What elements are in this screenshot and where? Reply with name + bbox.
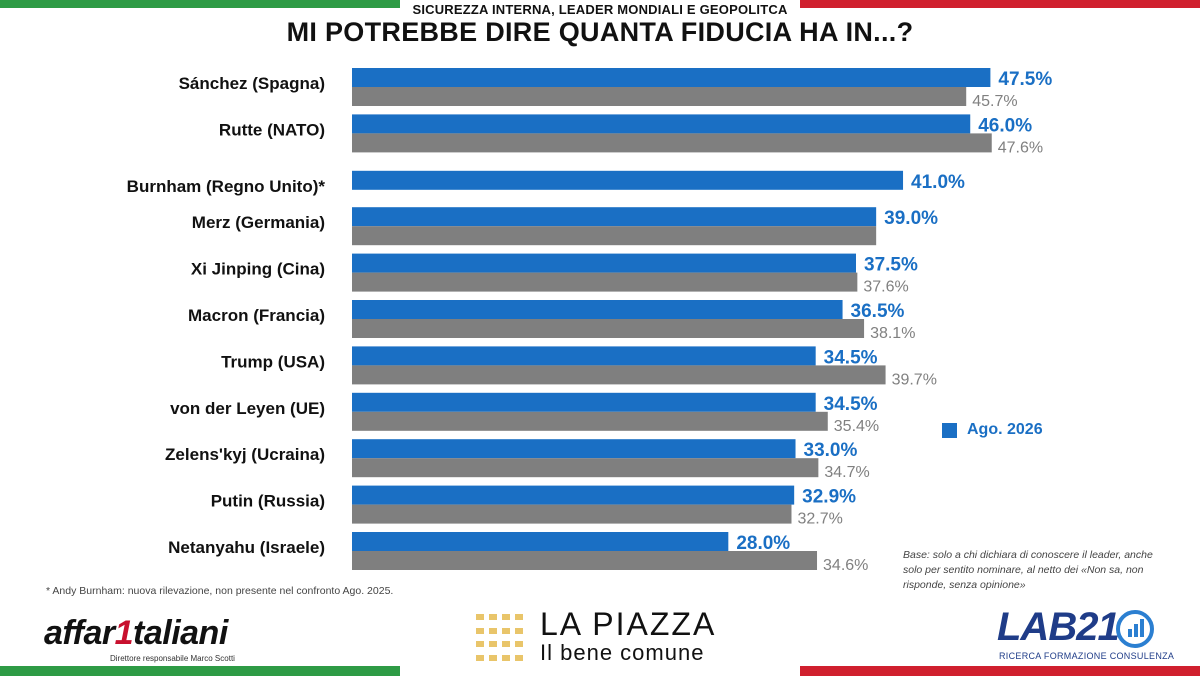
section-subtitle: SICUREZZA INTERNA, LEADER MONDIALI E GEO… bbox=[412, 2, 788, 17]
value-label-previous: 37.6% bbox=[863, 279, 908, 296]
bar-previous bbox=[352, 551, 818, 570]
category-label: Netanyahu (Israele) bbox=[168, 538, 325, 557]
category-label: von der Leyen (UE) bbox=[170, 399, 325, 418]
bar-previous bbox=[352, 133, 992, 153]
category-label: Sánchez (Spagna) bbox=[179, 74, 325, 93]
flag-red bbox=[800, 0, 1200, 8]
bar-current bbox=[352, 68, 991, 87]
bar-current bbox=[352, 170, 904, 190]
category-label: Zelens'kyj (Ucraina) bbox=[165, 445, 325, 464]
value-label-current: 34.5% bbox=[824, 347, 878, 368]
bar-current bbox=[352, 392, 816, 412]
lab21-logo: LAB21 bbox=[997, 605, 1120, 649]
bar-previous bbox=[352, 458, 819, 478]
value-label-previous: 39.7% bbox=[892, 371, 937, 388]
flag-white bbox=[400, 666, 800, 676]
bar-previous bbox=[352, 365, 886, 385]
category-label: Burnham (Regno Unito)* bbox=[127, 177, 326, 196]
flag-white bbox=[400, 0, 800, 8]
flag-green bbox=[0, 666, 400, 676]
lab21-subtitle: RICERCA FORMAZIONE CONSULENZA bbox=[999, 651, 1175, 661]
bar-current bbox=[352, 207, 877, 227]
affari-left: affar bbox=[44, 614, 115, 652]
category-label: Putin (Russia) bbox=[211, 492, 325, 511]
value-label-current: 39.0% bbox=[884, 208, 938, 229]
category-label: Merz (Germania) bbox=[192, 213, 325, 232]
flag-green bbox=[0, 0, 400, 8]
bar-previous bbox=[352, 272, 858, 292]
piazza-dots-icon bbox=[476, 614, 524, 662]
value-label-previous: 35.4% bbox=[834, 418, 879, 435]
value-label-current: 41.0% bbox=[911, 172, 965, 193]
value-label-previous: 47.6% bbox=[998, 139, 1043, 156]
lab21-chart-icon bbox=[1116, 610, 1154, 648]
bar-current bbox=[352, 532, 729, 551]
bar-current bbox=[352, 114, 971, 134]
category-label: Rutte (NATO) bbox=[219, 120, 325, 139]
bar-previous bbox=[352, 504, 792, 524]
value-label-current: 36.5% bbox=[851, 301, 905, 322]
category-label: Xi Jinping (Cina) bbox=[191, 260, 325, 279]
bar-current bbox=[352, 253, 856, 273]
bar-previous bbox=[352, 319, 865, 338]
affari-right: taliani bbox=[133, 614, 228, 652]
bar-current bbox=[352, 346, 816, 366]
la-piazza-logo: LA PIAZZA bbox=[540, 606, 717, 642]
value-label-current: 47.5% bbox=[998, 69, 1052, 90]
bar-previous bbox=[352, 411, 828, 431]
category-label: Trump (USA) bbox=[221, 352, 325, 371]
bar-chart: Sánchez (Spagna) 47.5% 45.7% Rutte (NATO) 46… bbox=[127, 68, 1052, 574]
affaritaliani-subtitle: Direttore responsabile Marco Scotti bbox=[110, 654, 235, 663]
base-note: Base: solo a chi dichiara di conoscere i… bbox=[903, 549, 1153, 591]
flag-stripe-bottom bbox=[0, 666, 1200, 676]
flag-red bbox=[800, 666, 1200, 676]
affaritaliani-logo: affar1taliani bbox=[44, 614, 228, 653]
value-label-previous: 38.1% bbox=[870, 325, 915, 342]
value-label-previous: 34.7% bbox=[824, 464, 869, 481]
bar-previous bbox=[352, 226, 877, 246]
flag-stripe-top bbox=[0, 0, 1200, 8]
legend-swatch bbox=[942, 422, 957, 438]
la-piazza-tagline: Il bene comune bbox=[540, 640, 705, 665]
bar-current bbox=[352, 439, 796, 459]
bar-previous bbox=[352, 87, 967, 106]
category-label: Macron (Francia) bbox=[188, 306, 325, 325]
bar-current bbox=[352, 300, 843, 319]
legend: Ago. 2026 bbox=[942, 421, 1043, 439]
value-label-current: 34.5% bbox=[824, 394, 878, 415]
chart-title: MI POTREBBE DIRE QUANTA FIDUCIA HA IN...… bbox=[286, 17, 914, 47]
affari-mark: 1 bbox=[114, 614, 134, 652]
bar-current bbox=[352, 485, 795, 505]
footnote: * Andy Burnham: nuova rilevazione, non p… bbox=[46, 585, 394, 597]
value-label-current: 33.0% bbox=[804, 440, 858, 461]
legend-label: Ago. 2026 bbox=[967, 421, 1043, 438]
value-label-previous: 32.7% bbox=[797, 511, 842, 528]
value-label-previous: 45.7% bbox=[972, 93, 1017, 110]
value-label-current: 32.9% bbox=[802, 487, 856, 508]
value-label-current: 46.0% bbox=[978, 115, 1032, 136]
value-label-current: 37.5% bbox=[864, 255, 918, 276]
value-label-previous: 34.6% bbox=[823, 557, 868, 574]
value-label-current: 28.0% bbox=[736, 533, 790, 554]
